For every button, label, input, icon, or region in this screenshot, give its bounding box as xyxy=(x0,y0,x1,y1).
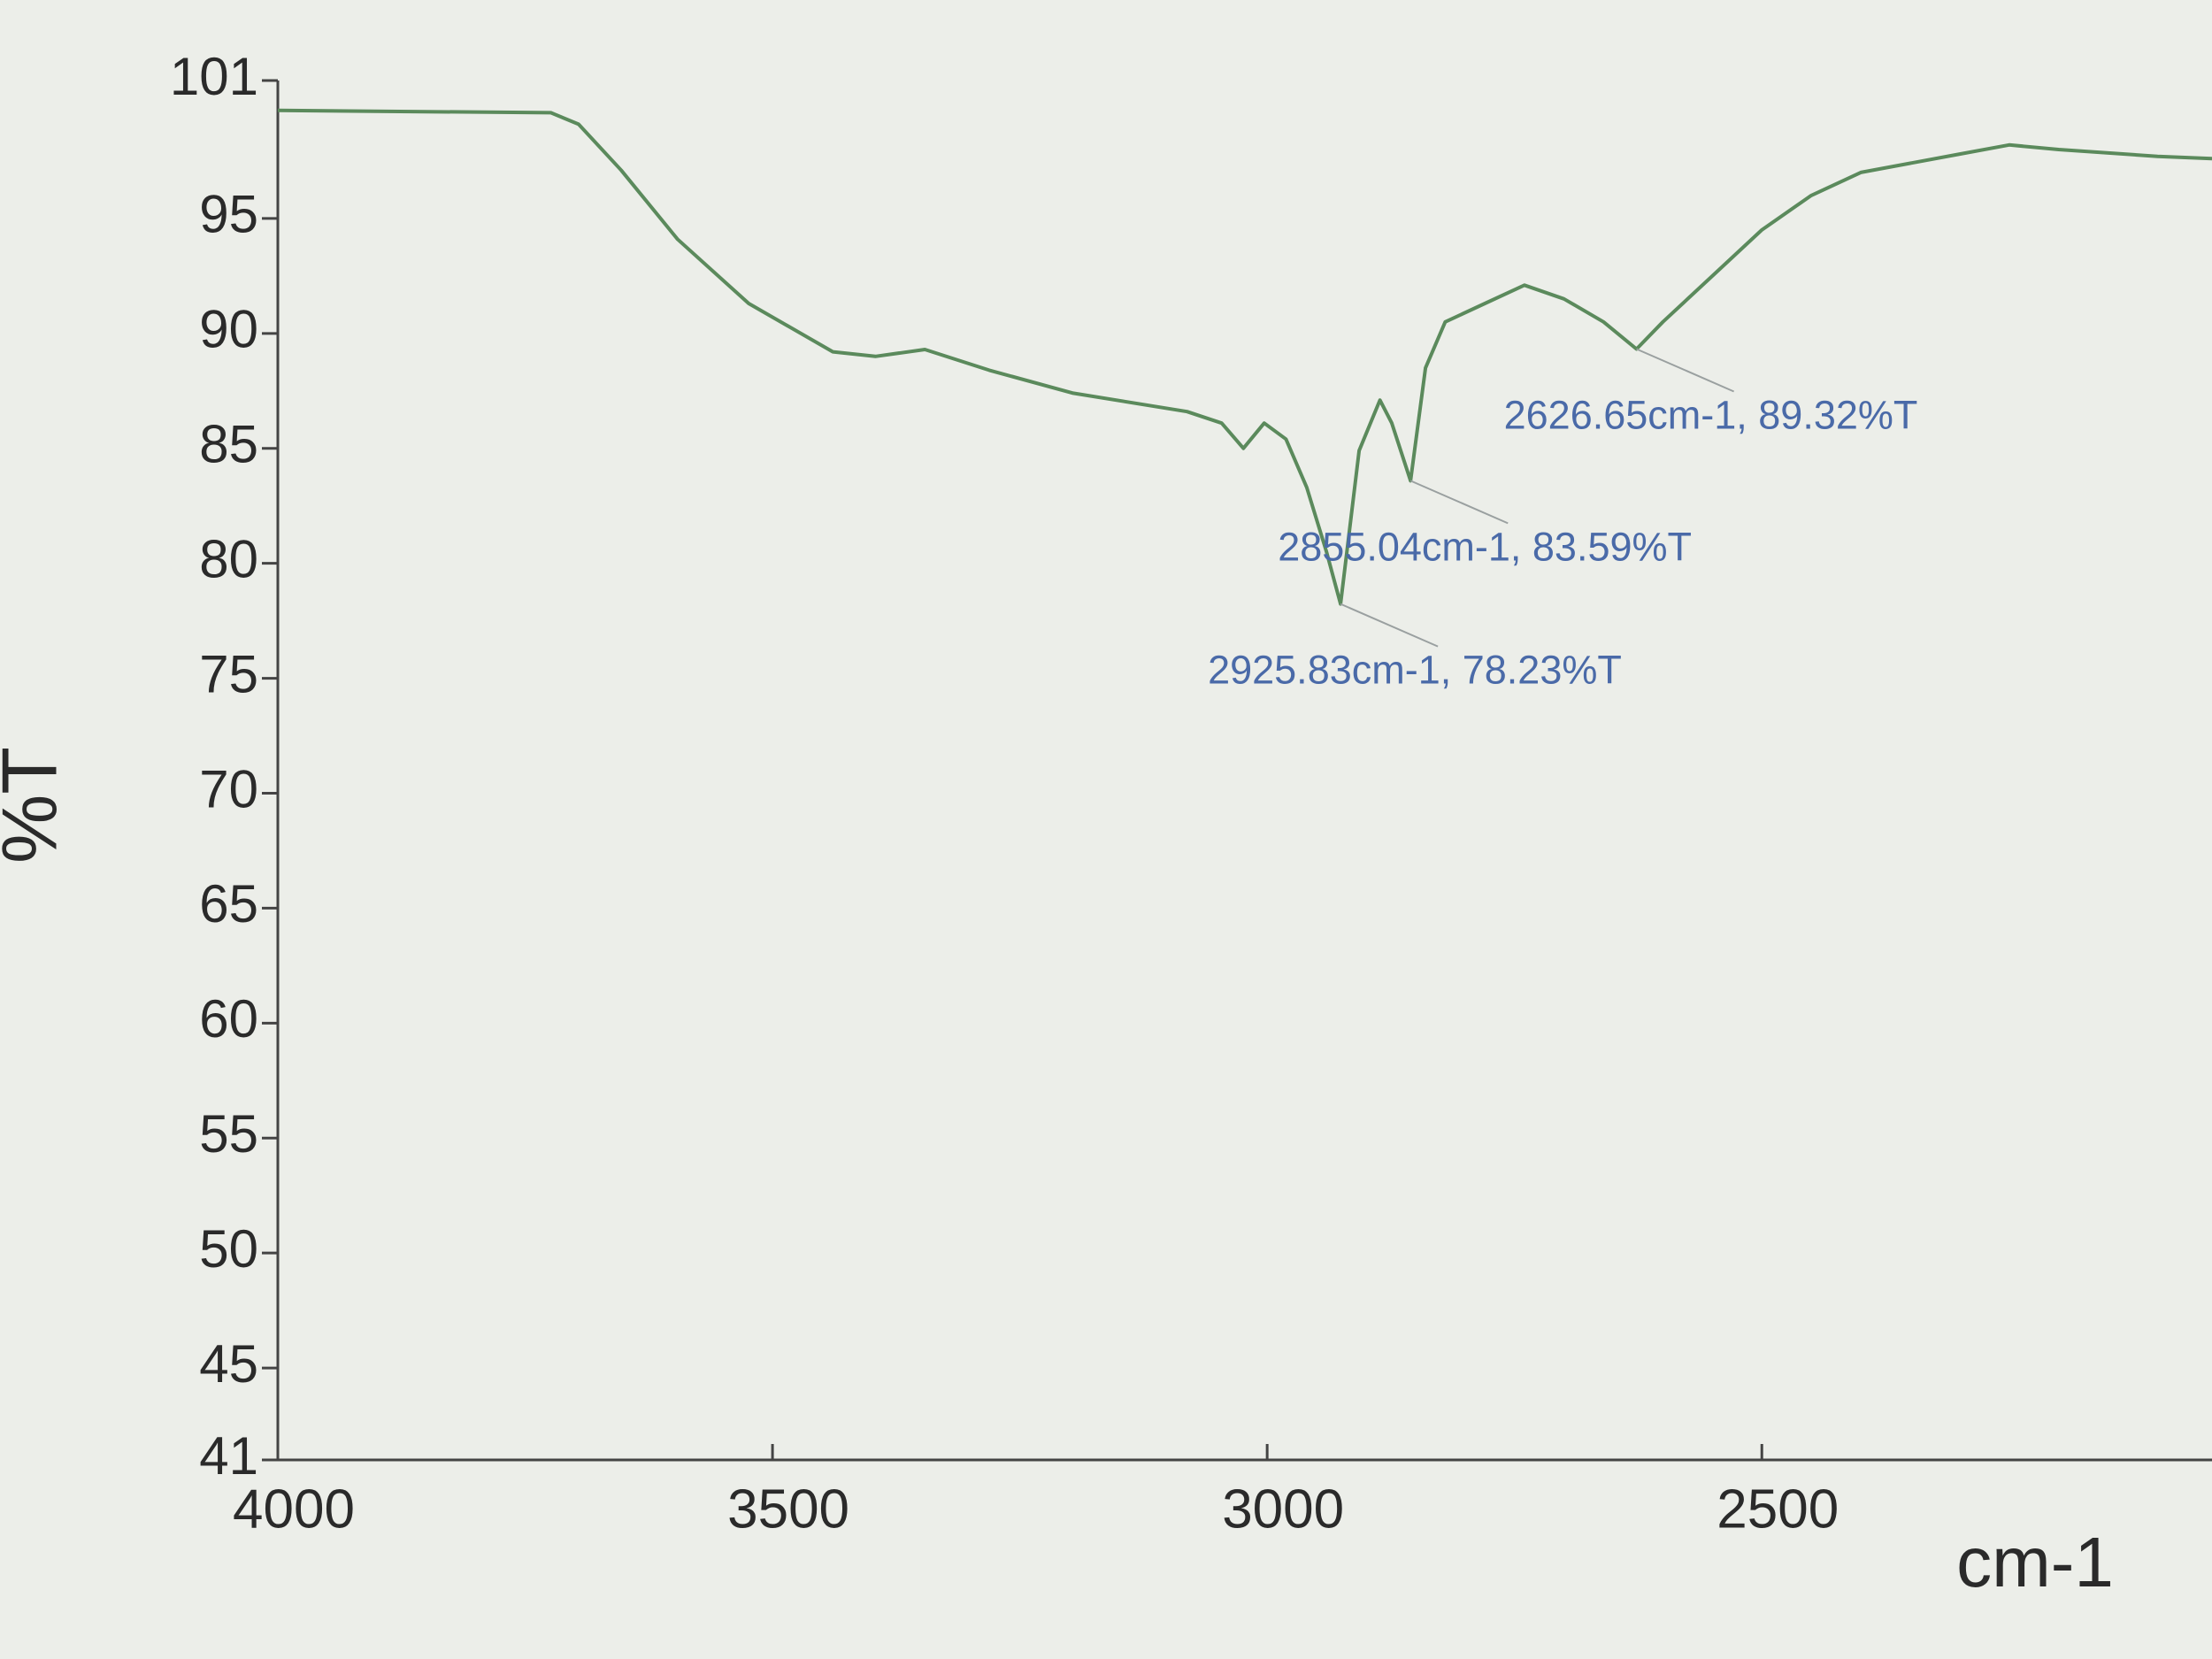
y-tick-label: 80 xyxy=(199,529,258,588)
x-tick-label: 3500 xyxy=(727,1479,849,1540)
y-tick-label: 55 xyxy=(199,1104,258,1164)
x-tick-label: 4000 xyxy=(233,1479,355,1540)
x-tick-label: 2500 xyxy=(1717,1479,1839,1540)
annotation-leader xyxy=(1340,603,1439,648)
y-tick-label: 60 xyxy=(199,989,258,1048)
y-tick-label: 41 xyxy=(199,1426,258,1486)
annotation-leader xyxy=(1636,348,1735,393)
y-tick-label: 95 xyxy=(199,185,258,244)
y-axis-label: %T xyxy=(0,747,73,864)
y-tick-label: 50 xyxy=(199,1219,258,1279)
y-tick-label: 101 xyxy=(170,47,258,106)
y-tick-label: 75 xyxy=(199,644,258,703)
spectrum-line xyxy=(277,108,2212,606)
y-tick-label: 45 xyxy=(199,1334,258,1394)
annotation: 2626.65cm-1, 89.32%T xyxy=(1504,392,1918,437)
annotation-leader xyxy=(1409,480,1509,525)
y-tick-label: 85 xyxy=(199,415,258,474)
y-tick-label: 90 xyxy=(199,300,258,359)
annotation: 2925.83cm-1, 78.23%T xyxy=(1208,648,1622,693)
y-tick-label: 70 xyxy=(199,759,258,818)
x-tick-label: 3000 xyxy=(1222,1479,1344,1540)
annotation: 2855.04cm-1, 83.59%T xyxy=(1278,524,1692,569)
y-tick-label: 65 xyxy=(199,874,258,933)
x-axis-label: cm-1 xyxy=(1956,1523,2114,1601)
